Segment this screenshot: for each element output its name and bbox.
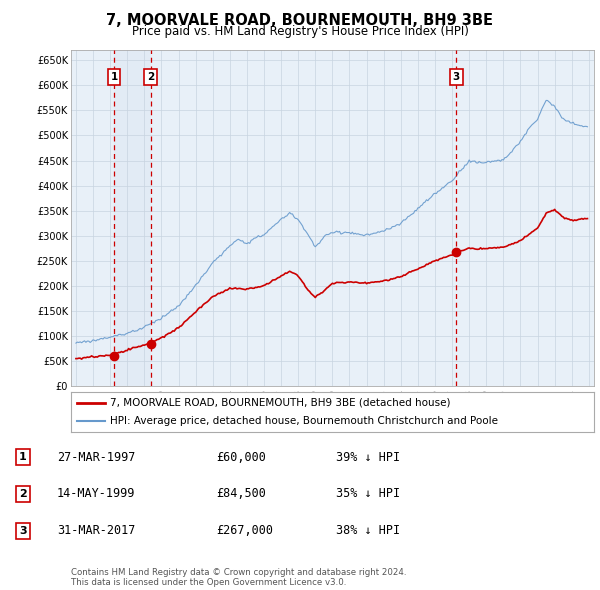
Text: 2: 2 [19,489,26,499]
Text: 1: 1 [110,72,118,82]
Bar [114,50,151,386]
Text: 7, MOORVALE ROAD, BOURNEMOUTH, BH9 3BE (detached house): 7, MOORVALE ROAD, BOURNEMOUTH, BH9 3BE (… [110,398,451,408]
Text: 7, MOORVALE ROAD, BOURNEMOUTH, BH9 3BE: 7, MOORVALE ROAD, BOURNEMOUTH, BH9 3BE [107,13,493,28]
Text: 2: 2 [147,72,154,82]
Text: 3: 3 [453,72,460,82]
Text: £267,000: £267,000 [216,525,273,537]
Text: £60,000: £60,000 [216,451,266,464]
Text: 31-MAR-2017: 31-MAR-2017 [57,525,136,537]
Text: 1: 1 [19,453,26,462]
Text: £84,500: £84,500 [216,487,266,500]
Text: Contains HM Land Registry data © Crown copyright and database right 2024.
This d: Contains HM Land Registry data © Crown c… [71,568,406,587]
Text: HPI: Average price, detached house, Bournemouth Christchurch and Poole: HPI: Average price, detached house, Bour… [110,416,498,426]
Text: 27-MAR-1997: 27-MAR-1997 [57,451,136,464]
Text: 38% ↓ HPI: 38% ↓ HPI [336,525,400,537]
Text: 39% ↓ HPI: 39% ↓ HPI [336,451,400,464]
Text: 35% ↓ HPI: 35% ↓ HPI [336,487,400,500]
Text: 3: 3 [19,526,26,536]
Text: Price paid vs. HM Land Registry's House Price Index (HPI): Price paid vs. HM Land Registry's House … [131,25,469,38]
Text: 14-MAY-1999: 14-MAY-1999 [57,487,136,500]
